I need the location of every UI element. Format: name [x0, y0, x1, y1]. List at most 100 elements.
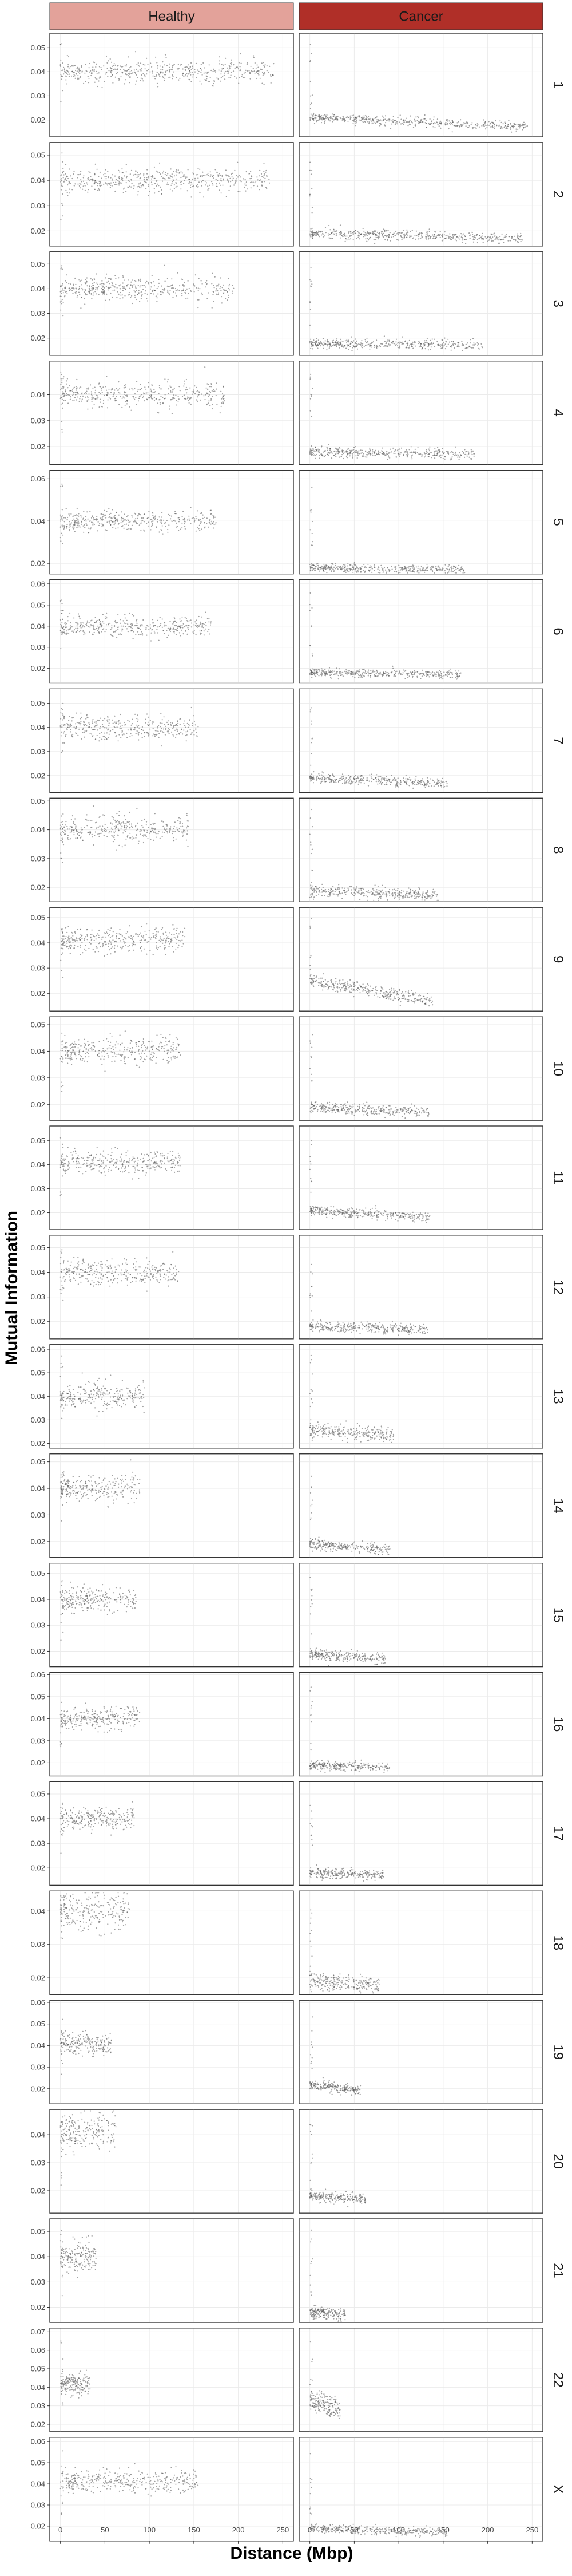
- data-point: [437, 234, 439, 236]
- data-point: [463, 569, 464, 571]
- data-point: [141, 624, 143, 626]
- data-point: [103, 293, 105, 294]
- data-point: [93, 282, 95, 283]
- data-point: [209, 392, 212, 393]
- data-point: [420, 570, 422, 572]
- data-point: [437, 447, 439, 448]
- data-point: [323, 563, 325, 565]
- data-point: [60, 388, 62, 390]
- data-point: [347, 451, 349, 452]
- data-point: [249, 178, 251, 180]
- data-point: [148, 629, 150, 630]
- data-point: [498, 242, 499, 244]
- data-point: [436, 235, 438, 236]
- data-point: [383, 335, 386, 337]
- data-point: [327, 345, 328, 347]
- data-point: [61, 178, 62, 180]
- data-point: [171, 284, 173, 286]
- data-point: [509, 240, 511, 242]
- data-point: [215, 394, 217, 397]
- data-point: [178, 521, 180, 523]
- data-point: [462, 572, 464, 574]
- y-tick-label: 0.02: [31, 442, 45, 451]
- data-point: [84, 298, 85, 299]
- data-point: [108, 70, 110, 72]
- data-point: [357, 235, 359, 236]
- data-point: [310, 104, 312, 106]
- data-point: [454, 234, 455, 235]
- data-point: [78, 400, 80, 402]
- data-point: [176, 68, 178, 70]
- data-point: [351, 235, 352, 236]
- data-point: [363, 115, 365, 117]
- data-point: [484, 121, 486, 123]
- data-point: [337, 452, 339, 454]
- data-point: [69, 289, 71, 291]
- data-point: [410, 343, 412, 345]
- data-point: [517, 128, 519, 130]
- data-point: [340, 340, 342, 342]
- data-point: [420, 232, 422, 234]
- data-point: [188, 629, 189, 630]
- data-point: [392, 236, 395, 238]
- data-point: [383, 452, 385, 453]
- data-point: [124, 279, 125, 281]
- data-point: [107, 399, 109, 401]
- data-point: [370, 119, 372, 121]
- data-point: [322, 338, 324, 339]
- data-point: [175, 181, 177, 184]
- data-point: [222, 284, 224, 286]
- data-point: [114, 389, 116, 391]
- data-point: [369, 447, 371, 449]
- data-point: [263, 65, 265, 66]
- data-point: [117, 629, 119, 630]
- data-point: [112, 178, 113, 180]
- data-point: [384, 345, 386, 346]
- data-point: [355, 125, 356, 127]
- data-point: [237, 191, 239, 192]
- data-point: [191, 72, 193, 73]
- data-point: [90, 176, 92, 177]
- data-point: [372, 451, 374, 453]
- data-point: [115, 69, 117, 70]
- data-point: [381, 232, 383, 234]
- data-point: [102, 513, 104, 516]
- data-point: [145, 388, 147, 390]
- data-point: [92, 407, 93, 409]
- data-point: [208, 526, 209, 528]
- data-point: [199, 168, 201, 170]
- data-point: [352, 452, 354, 455]
- data-point: [234, 169, 236, 171]
- data-point: [106, 183, 108, 185]
- data-point: [395, 455, 397, 457]
- data-point: [212, 175, 213, 177]
- data-point: [362, 347, 363, 349]
- data-point: [315, 447, 316, 448]
- data-point: [92, 180, 93, 182]
- data-point: [244, 72, 246, 73]
- data-point: [138, 183, 140, 185]
- data-point: [193, 173, 194, 175]
- data-point: [522, 129, 523, 131]
- data-point: [233, 184, 235, 186]
- data-point: [150, 388, 152, 390]
- data-point: [67, 394, 69, 396]
- data-point: [403, 343, 404, 345]
- data-point: [81, 287, 83, 289]
- data-point: [110, 76, 112, 77]
- data-point: [163, 170, 165, 172]
- data-point: [372, 118, 374, 120]
- data-point: [133, 521, 134, 523]
- data-point: [126, 403, 128, 405]
- data-point: [114, 398, 116, 400]
- data-point: [211, 181, 213, 183]
- data-point: [178, 172, 180, 174]
- data-point: [364, 570, 366, 572]
- data-point: [329, 234, 331, 235]
- data-point: [450, 237, 451, 239]
- data-point: [439, 234, 441, 236]
- data-point: [132, 302, 133, 305]
- data-point: [355, 455, 357, 457]
- data-point: [379, 569, 381, 571]
- data-point: [124, 391, 125, 393]
